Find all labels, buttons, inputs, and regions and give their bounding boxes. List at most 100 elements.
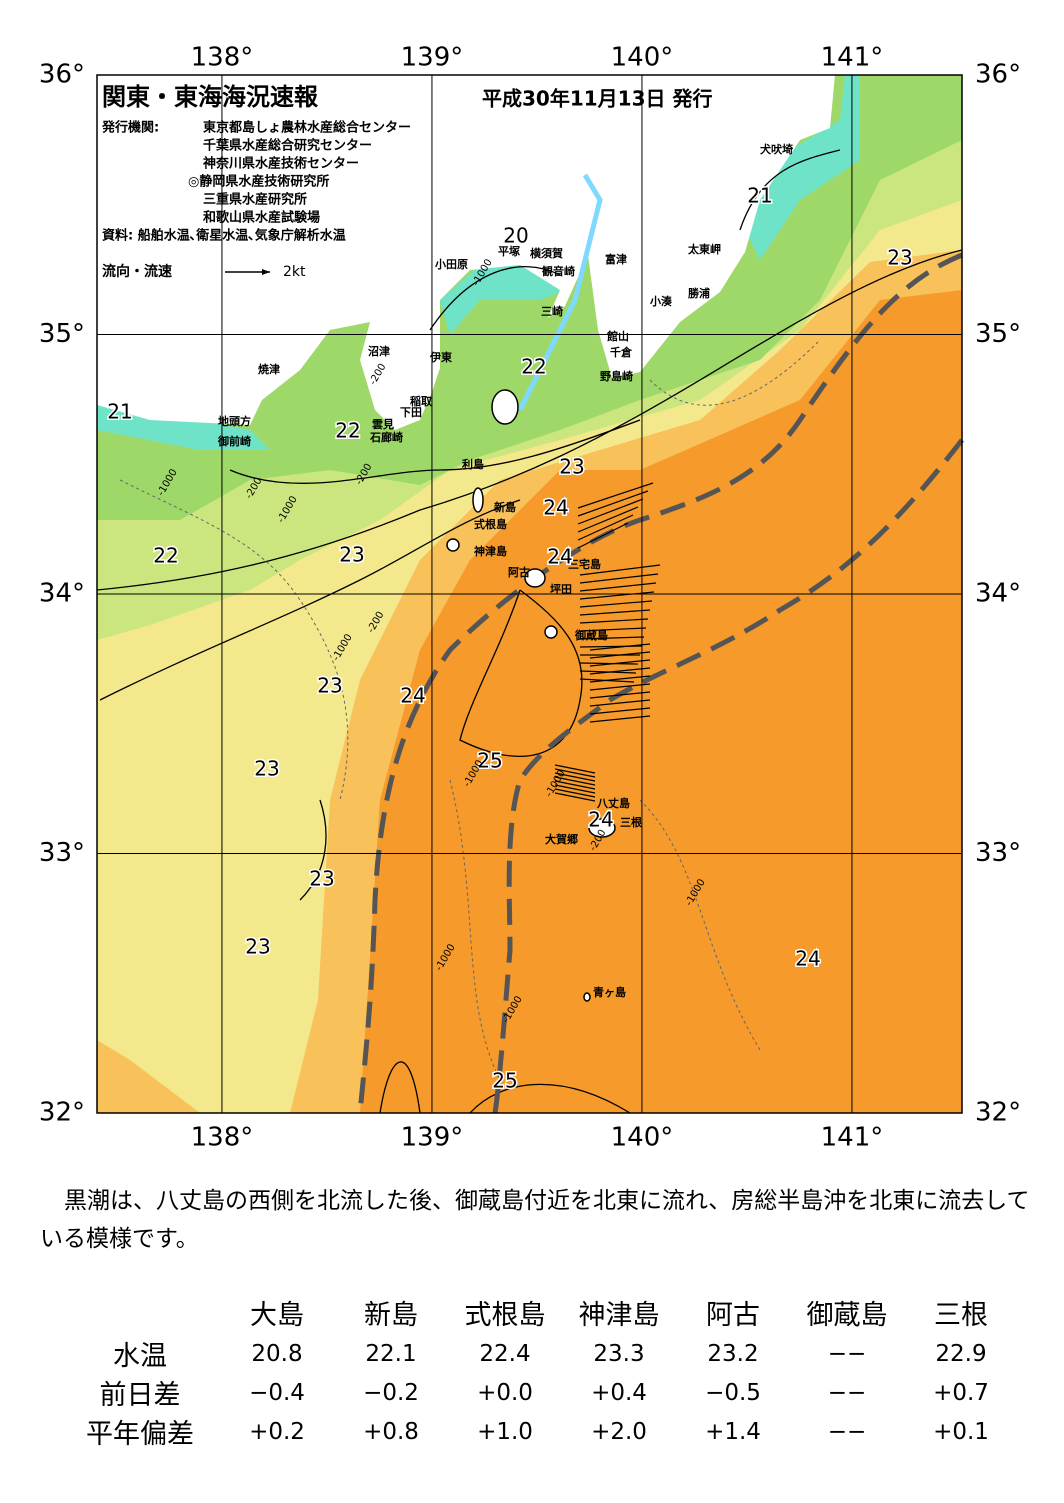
cell: 22.1 [365, 1340, 417, 1367]
publisher-label: 発行機関: [101, 120, 159, 136]
lon-label: 141° [821, 1123, 884, 1153]
publisher: 東京都島しょ農林水産総合センター [203, 120, 411, 136]
isotherm-label: 23 [254, 757, 279, 781]
map-frame [96, 74, 963, 1114]
data-sources: 資料: 船舶水温､衛星水温､気象庁解析水温 [102, 228, 346, 244]
cell: +1.0 [477, 1418, 533, 1445]
cell: +0.4 [591, 1379, 647, 1406]
isotherm-label: 23 [309, 867, 334, 891]
place-name: 阿古 [508, 565, 530, 579]
cell: 22.9 [935, 1340, 987, 1367]
current-vector [589, 675, 651, 683]
current-vector [554, 764, 596, 774]
place-name: 沼津 [368, 344, 390, 358]
legend-label: 流向・流速 [102, 263, 172, 280]
place-name: 勝浦 [688, 286, 710, 300]
current-vector [554, 788, 596, 798]
lat-label: 36° [975, 60, 1021, 90]
map-title: 関東・東海海況速報 [102, 83, 319, 111]
publisher: 千葉県水産総合研究センター [203, 138, 372, 154]
isotherm-label: 23 [887, 246, 912, 270]
corner [60, 1290, 220, 1334]
place-name: 焼津 [258, 362, 280, 376]
current-vector [577, 482, 654, 509]
lon-label: 138° [191, 1123, 254, 1153]
row-label: 前日差 [99, 1380, 181, 1411]
isotherm-label: 23 [317, 674, 342, 698]
depth-contours [119, 339, 821, 1081]
column-header: 式根島 [464, 1299, 546, 1331]
publisher: ◎静岡県水産技術研究所 [188, 174, 329, 190]
current-vector [579, 600, 653, 608]
place-name: 稲取 [410, 394, 432, 408]
current-vector [554, 792, 596, 802]
current-vector [589, 651, 651, 659]
column-header: 三根 [934, 1299, 988, 1331]
current-vector [554, 780, 596, 790]
current-vector [579, 582, 657, 592]
cell: +1.4 [705, 1418, 761, 1445]
place-name: 青ヶ島 [593, 985, 626, 999]
place-name: 利島 [462, 457, 484, 471]
cell: −0.4 [249, 1379, 305, 1406]
place-name: 神津島 [474, 544, 507, 558]
coastal-temperature-table: 大島 新島 式根島 神津島 阿古 御蔵島 三根 水温 20.8 22.1 22.4 23.3 23.2 −… [60, 1290, 1018, 1451]
isotherm-label: 24 [543, 496, 568, 520]
place-name: 八丈島 [596, 796, 630, 810]
issue-date: 平成30年11月13日 発行 [482, 87, 712, 111]
current-vector [589, 699, 651, 707]
isotherm-label: 20 [503, 224, 528, 248]
islands [446, 389, 616, 1002]
tokyo-bay [517, 173, 603, 412]
cell: 23.2 [707, 1340, 759, 1367]
row-label: 水温 [113, 1341, 167, 1372]
summary: 黒潮は、八丈島の西側を北流した後、御蔵島付近を北東に流れ、房総半島沖を北東に流去… [40, 1188, 1030, 1252]
current-vector [579, 636, 645, 640]
table-row: 水温 20.8 22.1 22.4 23.3 23.2 −− 22.9 [60, 1334, 1018, 1373]
place-name: 平塚 [498, 244, 520, 258]
publisher: 和歌山県水産試験場 [203, 210, 320, 226]
isotherm-label: 24 [400, 684, 425, 708]
cell: 20.8 [251, 1340, 303, 1367]
lat-label: 35° [975, 319, 1021, 349]
cell: −0.5 [705, 1379, 761, 1406]
isotherm-label: 21 [107, 400, 132, 424]
cell: −− [827, 1340, 867, 1367]
column-header: 阿古 [706, 1299, 760, 1331]
column-header: 新島 [364, 1299, 418, 1331]
sea-map: 関東・東海海況速報 平成30年11月13日 発行 発行機関: 東京都島しょ農林水… [39, 43, 1021, 1153]
current-vector [579, 618, 649, 624]
place-name: 太東岬 [687, 242, 721, 256]
isotherm-label: 23 [339, 543, 364, 567]
current-vector [589, 691, 651, 699]
current-vector [589, 659, 651, 667]
lon-label: 139° [401, 1123, 464, 1153]
cell: −− [827, 1418, 867, 1445]
place-name: 千倉 [610, 345, 633, 359]
current-vector [589, 683, 651, 691]
publisher: 神奈川県水産技術センター [203, 156, 359, 172]
lat-label: 34° [975, 579, 1021, 609]
lon-label: 140° [611, 1123, 674, 1153]
current-vector [577, 490, 649, 517]
cell: 23.3 [593, 1340, 645, 1367]
lon-label: 140° [611, 43, 674, 73]
current-vector [579, 573, 659, 584]
current-vector [554, 776, 596, 786]
cell: +0.1 [933, 1418, 989, 1445]
lat-label: 33° [975, 838, 1021, 868]
current-vector [577, 498, 644, 525]
contours [96, 149, 963, 1114]
lat-label: 34° [39, 579, 85, 609]
place-name: 御蔵島 [574, 628, 608, 642]
place-name: 館山 [606, 329, 629, 343]
cell: −− [827, 1379, 867, 1406]
lat-label: 32° [39, 1098, 85, 1128]
isotherm-label: 25 [492, 1069, 517, 1093]
current-vector [554, 784, 596, 794]
cell: −0.2 [363, 1379, 419, 1406]
current-vector [579, 627, 647, 632]
place-name: 坪田 [550, 583, 572, 596]
place-name: 観音崎 [542, 264, 575, 278]
